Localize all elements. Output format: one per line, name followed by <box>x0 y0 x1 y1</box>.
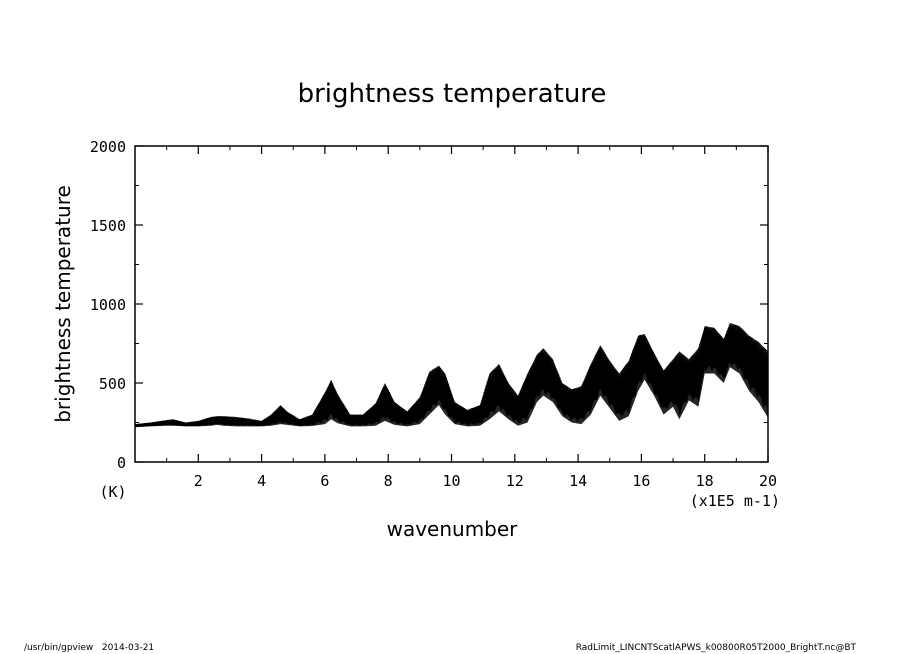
y-tick-label: 500 <box>99 375 126 393</box>
x-unit-label: (x1E5 m-1) <box>690 492 780 510</box>
x-tick-label: 6 <box>320 472 329 490</box>
y-axis-label: brightness temperature <box>51 185 75 423</box>
y-tick-label: 0 <box>117 454 126 472</box>
y-tick-label: 2000 <box>90 138 126 156</box>
x-tick-label: 2 <box>194 472 203 490</box>
plot-frame <box>134 145 769 463</box>
x-tick-label: 20 <box>759 472 777 490</box>
x-tick-label: 14 <box>569 472 587 490</box>
axis-ticks: 2 4 6 8 10 12 14 16 18 20 0 500 1000 1500 2000 <box>90 138 777 490</box>
footer-source-file: RadLimit_LINCNTScatlAPWS_k00800R05T2000_… <box>575 643 856 653</box>
series-line <box>134 323 769 428</box>
chart-title: brightness temperature <box>298 79 607 109</box>
x-tick-label: 10 <box>442 472 460 490</box>
y-tick-label: 1500 <box>90 217 126 235</box>
x-tick-label: 4 <box>257 472 266 490</box>
footer-program-date: /usr/bin/gpview 2014-03-21 <box>24 643 155 653</box>
x-tick-label: 12 <box>506 472 524 490</box>
x-tick-label: 16 <box>632 472 650 490</box>
x-tick-label: 18 <box>696 472 714 490</box>
plot-area <box>134 323 769 428</box>
y-tick-label: 1000 <box>90 296 126 314</box>
y-unit-label: (K) <box>99 483 126 501</box>
x-axis-label: wavenumber <box>387 517 519 541</box>
x-tick-label: 8 <box>384 472 393 490</box>
